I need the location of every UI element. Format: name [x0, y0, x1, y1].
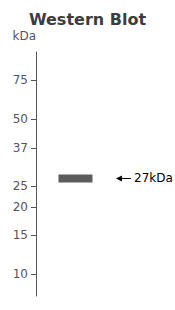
svg-text:10: 10: [13, 267, 28, 281]
svg-text:20: 20: [13, 200, 28, 214]
svg-text:50: 50: [13, 112, 28, 126]
svg-text:Western Blot: Western Blot: [29, 10, 146, 29]
svg-text:15: 15: [13, 228, 28, 242]
svg-text:25: 25: [13, 179, 28, 193]
svg-text:75: 75: [13, 73, 28, 87]
svg-text:27kDa: 27kDa: [134, 171, 173, 185]
svg-text:37: 37: [13, 141, 28, 155]
svg-text:kDa: kDa: [12, 29, 36, 43]
